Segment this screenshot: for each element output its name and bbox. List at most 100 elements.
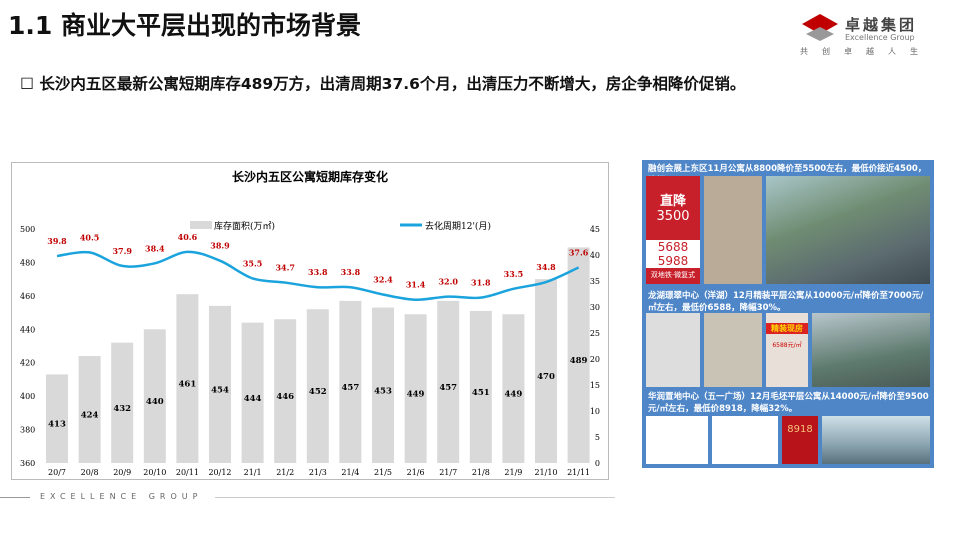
bar-value-label: 457 [342,383,360,393]
bar-value-label: 451 [472,388,490,398]
x-axis-tick: 20/9 [113,468,131,477]
logo-en: Excellence Group [845,33,915,42]
line-value-label: 34.8 [536,262,556,272]
x-axis-tick: 21/4 [341,468,359,477]
right-axis-tick: 5 [595,433,600,442]
line-value-label: 33.8 [308,267,328,277]
bar-value-label: 470 [537,372,555,382]
ad-text: 5988 [646,254,700,268]
left-axis-tick: 500 [20,225,35,234]
inventory-bar [535,279,557,463]
inventory-bar [78,356,101,463]
x-axis-tick: 21/3 [309,468,327,477]
bar-value-label: 424 [81,411,99,421]
x-axis-tick: 21/11 [567,468,590,477]
x-axis-tick: 21/7 [439,468,457,477]
inventory-bar [567,247,590,463]
checkbox-bullet-icon: ☐ [20,75,34,93]
bar-value-label: 489 [570,356,588,366]
line-value-label: 37.9 [112,246,132,256]
logo-diamond-icon [802,14,838,41]
line-value-label: 39.8 [47,236,67,246]
right-axis-tick: 15 [590,381,600,390]
ad-image-longhu: 精装现房 6588元/㎡ [766,313,808,387]
chart-svg: 长沙内五区公寓短期库存变化 库存面积(万㎡) 去化周期12'(月) 360 380… [20,169,600,477]
inventory-bar [306,309,329,463]
x-axis-tick: 21/1 [244,468,262,477]
line-value-label: 38.9 [210,241,230,251]
bar-value-label: 444 [244,394,262,404]
slide-title: 1.1 商业大平层出现的市场背景 [8,11,361,40]
inventory-bar [111,342,134,463]
line-value-label: 38.4 [145,243,165,253]
right-axis-tick: 35 [590,277,600,286]
x-axis-tick: 21/10 [534,468,557,477]
right-axis-tick: 10 [590,407,600,416]
logo-cn: 卓越集团 [845,16,918,34]
bar-value-label: 440 [146,397,164,407]
ad-text: 双地铁·微复式 [650,271,696,279]
caption-huarun: 华润置地中心（五一广场）12月毛坯平层公寓从14000元/㎡降价至9500元/㎡… [648,392,929,414]
tower-rendering-image [822,416,930,464]
absorption-cycle-line [56,250,580,301]
inventory-bar [404,314,427,463]
building-rendering-image [812,313,930,387]
x-axis-tick: 21/9 [504,468,522,477]
line-value-label: 32.0 [438,277,458,287]
line-value-label: 35.5 [243,258,262,268]
x-axis-tick: 21/6 [407,468,425,477]
x-axis-tick: 20/8 [81,468,99,477]
price-cut-examples-panel: 融创会展上东区11月公寓从8800降价至5500左右，最低价接近4500，降幅3… [642,160,934,468]
bar-value-label: 453 [374,386,392,396]
right-axis-tick: 20 [590,355,600,364]
x-axis-tick: 20/7 [48,468,66,477]
ad-text: 8918 [787,424,813,435]
right-axis-tick: 30 [590,303,600,312]
x-axis-tick: 21/2 [276,468,294,477]
inventory-bar [437,300,460,463]
footer-text: EXCELLENCE GROUP [40,492,203,501]
right-axis-tick: 45 [590,225,600,234]
line-value-label: 32.4 [373,275,393,285]
bar-value-label: 457 [439,383,457,393]
line-value-label: 31.4 [406,280,426,290]
line-value-label: 33.8 [341,267,361,277]
x-axis-tick: 20/11 [176,468,199,477]
x-axis-tick: 20/12 [208,468,231,477]
ad-text: 5688 [646,240,700,254]
inventory-bar [209,305,231,463]
headline: ☐ 长沙内五区最新公寓短期库存489万方，出清周期37.6个月，出清压力不断增大… [20,72,745,94]
ad-text: 精装现房 [766,323,808,334]
bar-value-label: 461 [179,380,197,390]
left-axis-tick: 400 [20,392,35,401]
right-axis-tick: 0 [595,459,600,468]
footer-divider [215,497,615,498]
line-value-label: 33.5 [504,269,523,279]
left-axis-tick: 480 [20,258,35,267]
line-value-label: 37.6 [569,247,589,257]
ad-text: 6588元/㎡ [772,342,802,349]
inventory-bar [372,307,394,463]
bar-value-label: 432 [113,404,131,414]
document-photo [704,313,762,387]
right-axis-tick: 40 [590,251,600,260]
legend-line-label: 去化周期12'(月) [425,220,491,232]
x-axis-tick: 20/10 [143,468,166,477]
line-value-label: 40.6 [178,232,198,242]
left-axis-tick: 360 [20,459,35,468]
ad-text: 3500 [656,209,690,224]
left-axis-tick: 380 [20,426,35,435]
line-value-label: 40.5 [80,232,99,242]
inventory-bar [241,322,264,463]
ad-image-rongchuang: 直降 3500 5688 5988 双地铁·微复式 [646,176,700,284]
inventory-bar [46,374,68,463]
bar-value-label: 449 [505,390,523,400]
x-axis-tick: 21/8 [472,468,490,477]
bar-value-label: 446 [276,392,294,402]
left-axis-tick: 420 [20,359,35,368]
legend-bar-label: 库存面积(万㎡) [214,220,275,232]
inventory-bar [274,319,297,463]
x-axis-tick: 21/5 [374,468,392,477]
chat-screenshot [712,416,778,464]
logo-slogan: 共创卓越人生 [800,47,932,56]
